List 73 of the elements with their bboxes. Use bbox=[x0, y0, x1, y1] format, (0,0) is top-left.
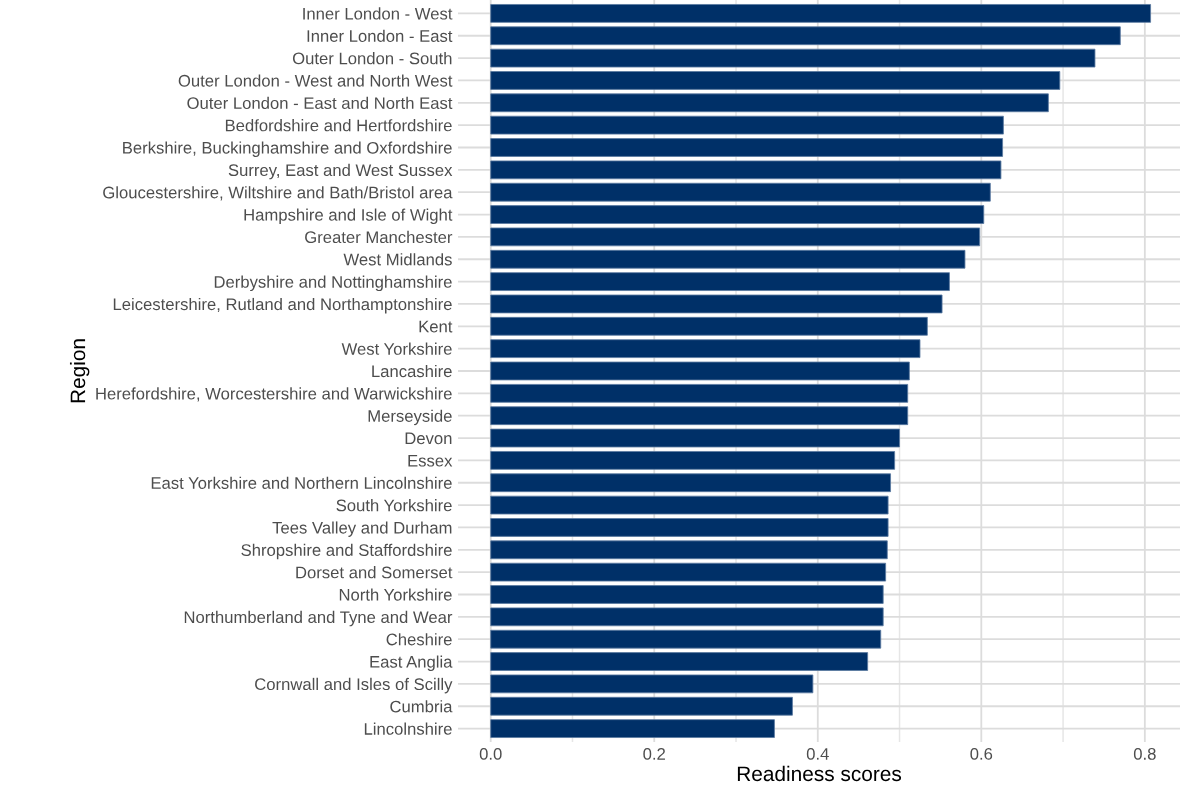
y-tick-label: Gloucestershire, Wiltshire and Bath/Bristol area bbox=[103, 186, 453, 201]
y-tick-label: East Anglia bbox=[370, 655, 453, 672]
bar bbox=[490, 249, 966, 269]
bar bbox=[490, 294, 943, 314]
bar bbox=[490, 629, 882, 649]
y-tick-label: Greater Manchester bbox=[305, 230, 453, 244]
bar bbox=[490, 4, 1151, 23]
y-tick-label: Outer London - East and North East bbox=[187, 96, 453, 110]
bar bbox=[490, 585, 884, 604]
bar bbox=[490, 115, 1004, 135]
bar bbox=[490, 71, 1061, 90]
y-tick-label: West Yorkshire bbox=[341, 342, 452, 355]
bar bbox=[490, 652, 869, 671]
y-tick-label: Cheshire bbox=[386, 633, 452, 646]
bar bbox=[490, 272, 950, 291]
x-tick-label: 0.0 bbox=[479, 748, 502, 760]
bar bbox=[490, 227, 981, 247]
y-tick-label: Leicestershire, Rutland and Northamptonshire bbox=[113, 297, 452, 314]
y-tick-label: Outer London - South bbox=[292, 52, 452, 65]
x-tick-label: 0.6 bbox=[970, 748, 993, 760]
y-tick-label: Berkshire, Buckinghamshire and Oxfordshire bbox=[123, 141, 452, 157]
bar bbox=[490, 518, 889, 537]
bar bbox=[490, 138, 1003, 157]
bar bbox=[490, 316, 928, 336]
y-tick-label: Essex bbox=[408, 454, 453, 467]
y-axis-title: Region bbox=[69, 339, 90, 403]
y-tick-label: Inner London - East bbox=[307, 29, 453, 42]
y-tick-label: South Yorkshire bbox=[336, 499, 452, 512]
bar bbox=[490, 383, 909, 403]
bar bbox=[490, 26, 1121, 46]
y-tick-label: Herefordshire, Worcestershire and Warwickshire bbox=[96, 387, 452, 402]
y-tick-label: East Yorkshire and Northern Lincolnshire bbox=[151, 476, 452, 489]
y-tick-label: Devon bbox=[405, 432, 452, 445]
bar bbox=[490, 339, 921, 359]
x-axis-title: Readiness scores bbox=[737, 765, 902, 782]
y-tick-label: Surrey, East and West Sussex bbox=[228, 163, 453, 180]
y-tick-label: Derbyshire and Nottinghamshire bbox=[214, 275, 452, 292]
y-tick-label: Inner London - West bbox=[303, 7, 453, 20]
bar bbox=[490, 406, 909, 426]
bar bbox=[490, 540, 888, 560]
y-tick-label: Outer London - West and North West bbox=[178, 74, 453, 87]
bar bbox=[490, 182, 991, 202]
bar bbox=[490, 562, 887, 582]
y-tick-label: Cornwall and Isles of Scilly bbox=[255, 677, 453, 694]
y-tick-label: Cumbria bbox=[390, 700, 453, 713]
bar bbox=[490, 93, 1049, 113]
bar bbox=[490, 473, 891, 493]
bar bbox=[490, 495, 889, 515]
bar bbox=[490, 48, 1096, 68]
x-tick-label: 0.4 bbox=[806, 748, 829, 760]
y-tick-label: Hampshire and Isle of Wight bbox=[244, 208, 453, 225]
bar bbox=[490, 451, 896, 470]
bar bbox=[490, 205, 985, 224]
bar bbox=[490, 674, 814, 694]
y-tick-label: Lincolnshire bbox=[364, 722, 452, 735]
y-tick-label: Lancashire bbox=[372, 364, 452, 378]
x-tick-label: 0.8 bbox=[1133, 748, 1156, 760]
y-tick-label: Merseyside bbox=[368, 409, 452, 426]
x-tick-label: 0.2 bbox=[643, 748, 665, 760]
y-tick-label: Dorset and Somerset bbox=[296, 566, 453, 579]
y-tick-label: Tees Valley and Durham bbox=[272, 521, 452, 537]
bar bbox=[490, 160, 1002, 180]
y-tick-label: West Midlands bbox=[343, 253, 452, 266]
bar bbox=[490, 361, 910, 381]
bar bbox=[490, 696, 793, 716]
bar bbox=[490, 607, 884, 627]
bar bbox=[490, 719, 775, 738]
y-tick-label: Northumberland and Tyne and Wear bbox=[184, 610, 453, 627]
y-tick-label: North Yorkshire bbox=[339, 588, 452, 601]
y-tick-label: Shropshire and Staffordshire bbox=[241, 543, 452, 560]
y-tick-label: Bedfordshire and Hertfordshire bbox=[225, 119, 452, 132]
bar bbox=[490, 428, 900, 448]
y-tick-label: Kent bbox=[419, 320, 453, 333]
